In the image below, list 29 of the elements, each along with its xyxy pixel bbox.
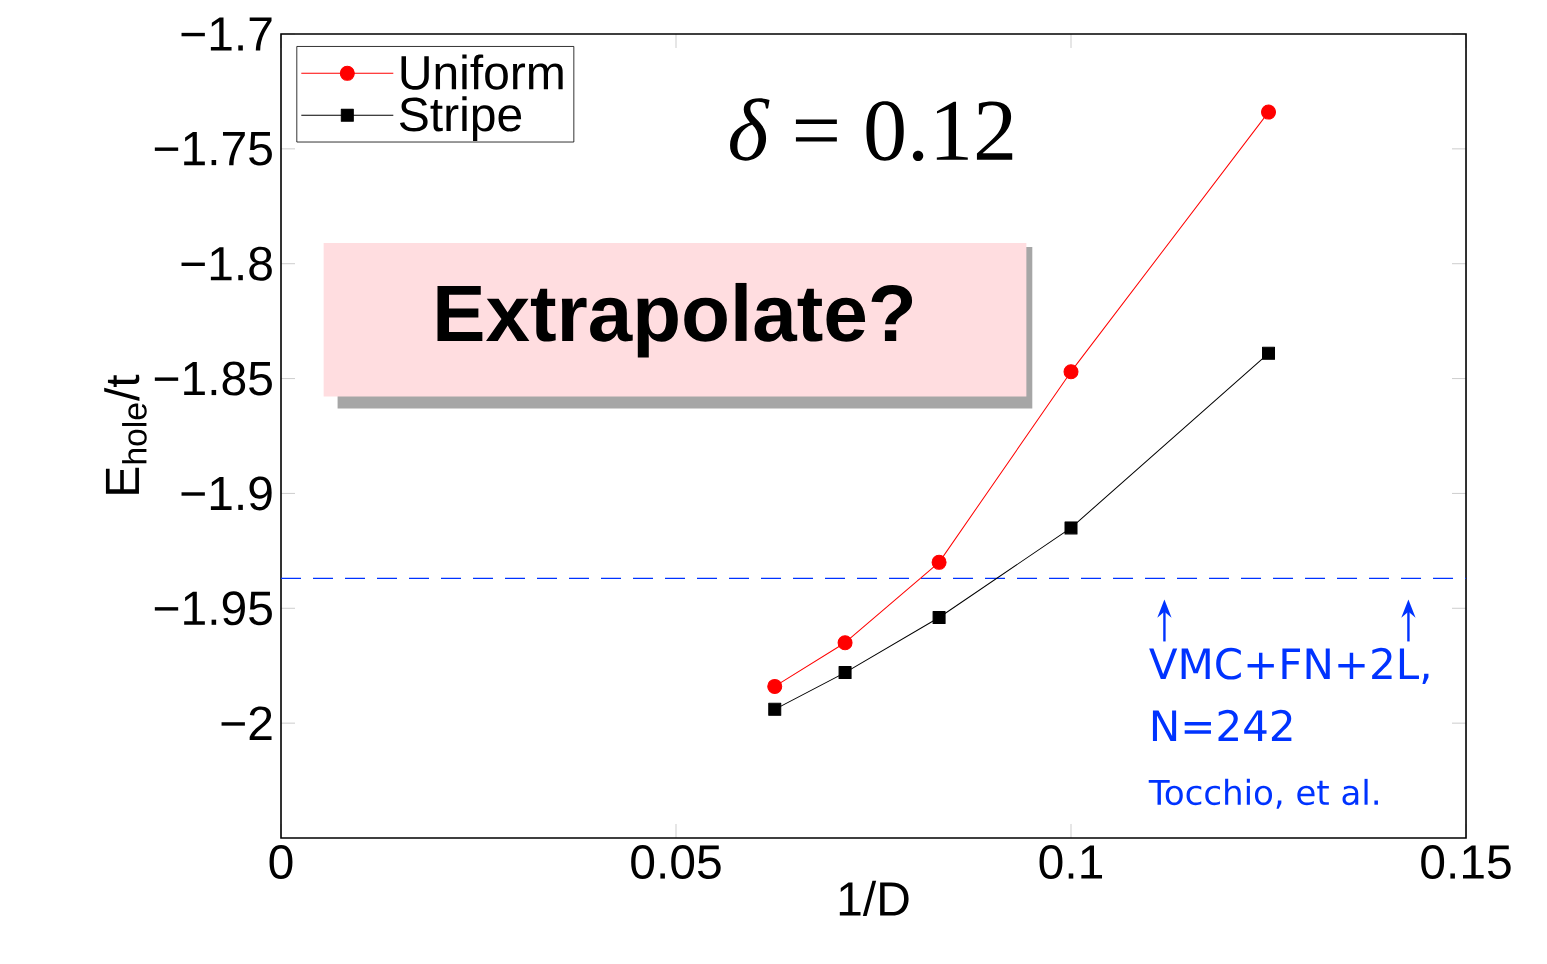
legend-label: Uniform <box>401 54 563 90</box>
y-axis-title: E$_{hole}$/t <box>104 374 147 494</box>
point <box>837 635 853 651</box>
y-tick-label: −2 <box>221 706 272 740</box>
x-tick-label: 0.05 <box>631 845 721 880</box>
point <box>1064 521 1078 535</box>
x-tick-label: 0 <box>269 845 293 880</box>
y-tick-label: −1.75 <box>154 132 272 166</box>
point <box>932 610 946 624</box>
point <box>767 678 783 694</box>
y-tick-label: −1.8 <box>181 246 272 281</box>
annotation: δ = 0.12 <box>730 98 1013 162</box>
point <box>768 702 782 716</box>
annotation: Tocchio, et al. <box>1148 778 1378 809</box>
y-tick-label: −1.85 <box>154 361 272 396</box>
point <box>1063 364 1079 380</box>
y-tick-label: −1.9 <box>181 476 272 511</box>
legend-label: Stripe <box>399 96 522 141</box>
y-tick-label: −1.95 <box>154 591 272 626</box>
point <box>838 666 852 680</box>
x-tick-label: 0.1 <box>1039 845 1103 880</box>
point <box>931 554 947 570</box>
x-axis-title: 1/D <box>839 880 909 917</box>
x-tick-label: 0.15 <box>1421 845 1511 880</box>
point <box>1262 346 1276 360</box>
annotation: Extrapolate? <box>437 282 913 358</box>
point <box>1261 104 1277 120</box>
y-tick-label: −1.7 <box>181 17 272 51</box>
annotation: VMC+FN+2L, N=242 <box>1149 647 1429 742</box>
